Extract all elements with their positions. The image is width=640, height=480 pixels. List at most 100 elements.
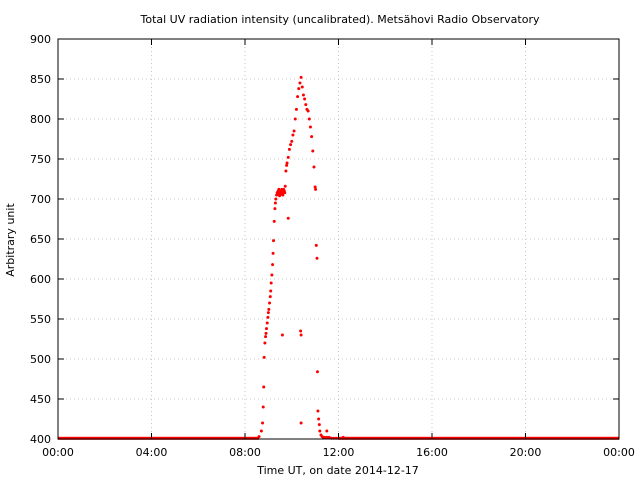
- data-point: [297, 87, 301, 91]
- data-point: [303, 97, 307, 101]
- data-point: [306, 109, 310, 113]
- data-point: [271, 251, 275, 255]
- data-point: [264, 331, 268, 335]
- data-point: [310, 135, 314, 139]
- data-point: [286, 216, 290, 220]
- data-point: [274, 197, 278, 201]
- data-point: [312, 165, 316, 169]
- data-point: [293, 117, 297, 121]
- data-point: [271, 263, 275, 267]
- y-tick-labels: 400 450 500 550 600 650 700 750 800 850 900: [30, 33, 51, 446]
- data-point: [315, 256, 319, 260]
- x-tick-label: 08:00: [229, 446, 261, 459]
- data-point: [270, 273, 274, 277]
- x-tick-label: 00:00: [42, 446, 74, 459]
- chart-title: Total UV radiation intensity (uncalibrat…: [140, 13, 540, 26]
- baseline-series: [58, 436, 619, 440]
- data-point: [259, 429, 263, 433]
- data-point: [267, 307, 271, 311]
- grid: [58, 39, 619, 439]
- baseline-points: [58, 436, 260, 440]
- data-point: [289, 143, 293, 147]
- data-point: [269, 281, 273, 285]
- data-point: [266, 315, 270, 319]
- y-tick-label: 800: [30, 113, 51, 126]
- data-point: [272, 239, 276, 243]
- data-point: [280, 333, 284, 337]
- data-point: [304, 103, 308, 107]
- data-point: [272, 219, 276, 223]
- data-point: [299, 329, 303, 333]
- data-point: [313, 185, 317, 189]
- data-point: [263, 341, 267, 345]
- data-point: [317, 423, 321, 427]
- x-tick-label: 04:00: [136, 446, 168, 459]
- data-point: [316, 409, 320, 413]
- data-point: [292, 129, 296, 133]
- data-point: [283, 191, 287, 195]
- y-tick-label: 900: [30, 33, 51, 46]
- data-point: [269, 289, 273, 293]
- data-point: [307, 117, 311, 121]
- data-point: [284, 169, 288, 173]
- y-tick-label: 500: [30, 353, 51, 366]
- data-point: [296, 95, 300, 99]
- x-tick-label: 00:00: [603, 446, 635, 459]
- data-point: [298, 81, 302, 85]
- data-point: [325, 429, 329, 433]
- y-tick-label: 550: [30, 313, 51, 326]
- data-point: [314, 187, 318, 191]
- data-point: [294, 107, 298, 111]
- data-point: [262, 385, 266, 389]
- data-point: [287, 147, 291, 151]
- data-point: [277, 187, 281, 191]
- data-point: [273, 207, 277, 211]
- data-point: [318, 429, 322, 433]
- data-point: [291, 133, 295, 137]
- x-tick-label: 12:00: [323, 446, 355, 459]
- data-point: [261, 405, 265, 409]
- data-point: [311, 149, 315, 153]
- data-point: [325, 435, 329, 439]
- data-point: [322, 435, 326, 439]
- data-point: [315, 370, 319, 374]
- baseline-points: [338, 436, 619, 440]
- axis-ticks: [57, 38, 620, 440]
- data-point: [262, 355, 266, 359]
- y-tick-label: 850: [30, 73, 51, 86]
- data-point: [285, 161, 289, 165]
- y-tick-label: 450: [30, 393, 51, 406]
- data-point: [268, 301, 272, 305]
- data-point: [266, 311, 270, 315]
- y-tick-label: 650: [30, 233, 51, 246]
- data-point: [317, 417, 321, 421]
- y-tick-label: 700: [30, 193, 51, 206]
- data-point: [299, 421, 303, 425]
- data-points: [257, 75, 345, 440]
- y-tick-label: 600: [30, 273, 51, 286]
- data-point: [265, 327, 269, 331]
- data-point: [268, 295, 272, 299]
- data-point: [285, 163, 289, 167]
- data-point: [281, 193, 285, 197]
- data-point: [273, 201, 277, 205]
- x-tick-labels: 00:00 04:00 08:00 12:00 16:00 20:00 00:00: [42, 446, 635, 459]
- data-point: [299, 333, 303, 337]
- data-point: [286, 155, 290, 159]
- data-point: [314, 243, 318, 247]
- data-point: [261, 421, 265, 425]
- data-point: [265, 321, 269, 325]
- y-tick-label: 750: [30, 153, 51, 166]
- data-point: [308, 125, 312, 129]
- data-point: [300, 85, 304, 89]
- data-point: [290, 139, 294, 143]
- data-point: [283, 184, 287, 188]
- x-tick-label: 20:00: [510, 446, 542, 459]
- x-axis-label: Time UT, on date 2014-12-17: [256, 464, 419, 477]
- data-point: [301, 93, 305, 97]
- y-tick-label: 400: [30, 433, 51, 446]
- data-point: [327, 435, 331, 439]
- data-point: [299, 75, 303, 79]
- x-tick-label: 16:00: [416, 446, 448, 459]
